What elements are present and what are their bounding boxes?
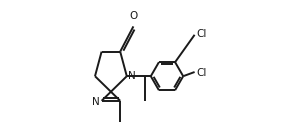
Text: N: N bbox=[92, 97, 100, 107]
Text: Cl: Cl bbox=[196, 68, 206, 78]
Text: O: O bbox=[129, 11, 138, 21]
Text: Cl: Cl bbox=[196, 29, 206, 39]
Text: N: N bbox=[128, 71, 136, 81]
